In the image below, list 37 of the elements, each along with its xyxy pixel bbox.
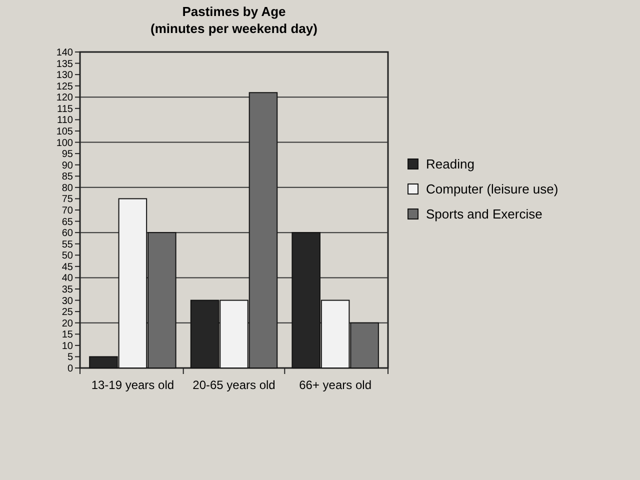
y-tick-label: 140 bbox=[56, 48, 74, 58]
y-tick-label: 55 bbox=[62, 239, 74, 250]
x-tick-label: 20-65 years old bbox=[192, 378, 276, 392]
y-tick-label: 60 bbox=[62, 228, 74, 240]
y-tick-label: 115 bbox=[57, 104, 74, 115]
x-tick-label: 66+ years old bbox=[299, 378, 372, 392]
y-tick-label: 10 bbox=[62, 340, 74, 352]
x-tick-label: 13-19 years old bbox=[91, 378, 174, 392]
y-tick-label: 50 bbox=[62, 250, 74, 262]
chart-subtitle: (minutes per weekend day) bbox=[150, 21, 318, 36]
y-tick-label: 35 bbox=[62, 284, 74, 296]
y-tick-label: 25 bbox=[62, 307, 74, 318]
y-tick-label: 45 bbox=[62, 262, 74, 273]
y-tick-label: 15 bbox=[62, 330, 74, 341]
y-tick-label: 95 bbox=[62, 149, 74, 160]
legend-label: Sports and Exercise bbox=[426, 206, 542, 222]
y-tick-label: 75 bbox=[62, 194, 74, 206]
legend-label: Computer (leisure use) bbox=[426, 182, 558, 197]
y-tick-label: 100 bbox=[56, 138, 74, 149]
y-tick-label: 105 bbox=[56, 126, 74, 138]
y-tick-label: 80 bbox=[62, 182, 74, 194]
y-tick-label: 20 bbox=[62, 318, 74, 330]
y-tick-label: 120 bbox=[56, 92, 74, 104]
y-tick-label: 65 bbox=[62, 216, 74, 228]
chart-title: Pastimes by Age bbox=[182, 4, 286, 19]
legend-label: Reading bbox=[426, 156, 474, 172]
y-tick-label: 90 bbox=[62, 160, 74, 172]
y-tick-label: 130 bbox=[56, 70, 74, 82]
y-tick-label: 30 bbox=[62, 296, 74, 307]
y-tick-label: 110 bbox=[57, 115, 74, 126]
y-tick-label: 85 bbox=[62, 172, 74, 183]
y-tick-label: 135 bbox=[56, 58, 74, 70]
y-tick-label: 0 bbox=[67, 364, 74, 374]
y-tick-label: 70 bbox=[62, 206, 74, 216]
y-tick-label: 40 bbox=[62, 273, 74, 284]
y-tick-label: 125 bbox=[56, 81, 74, 92]
y-tick-label: 5 bbox=[67, 352, 74, 364]
